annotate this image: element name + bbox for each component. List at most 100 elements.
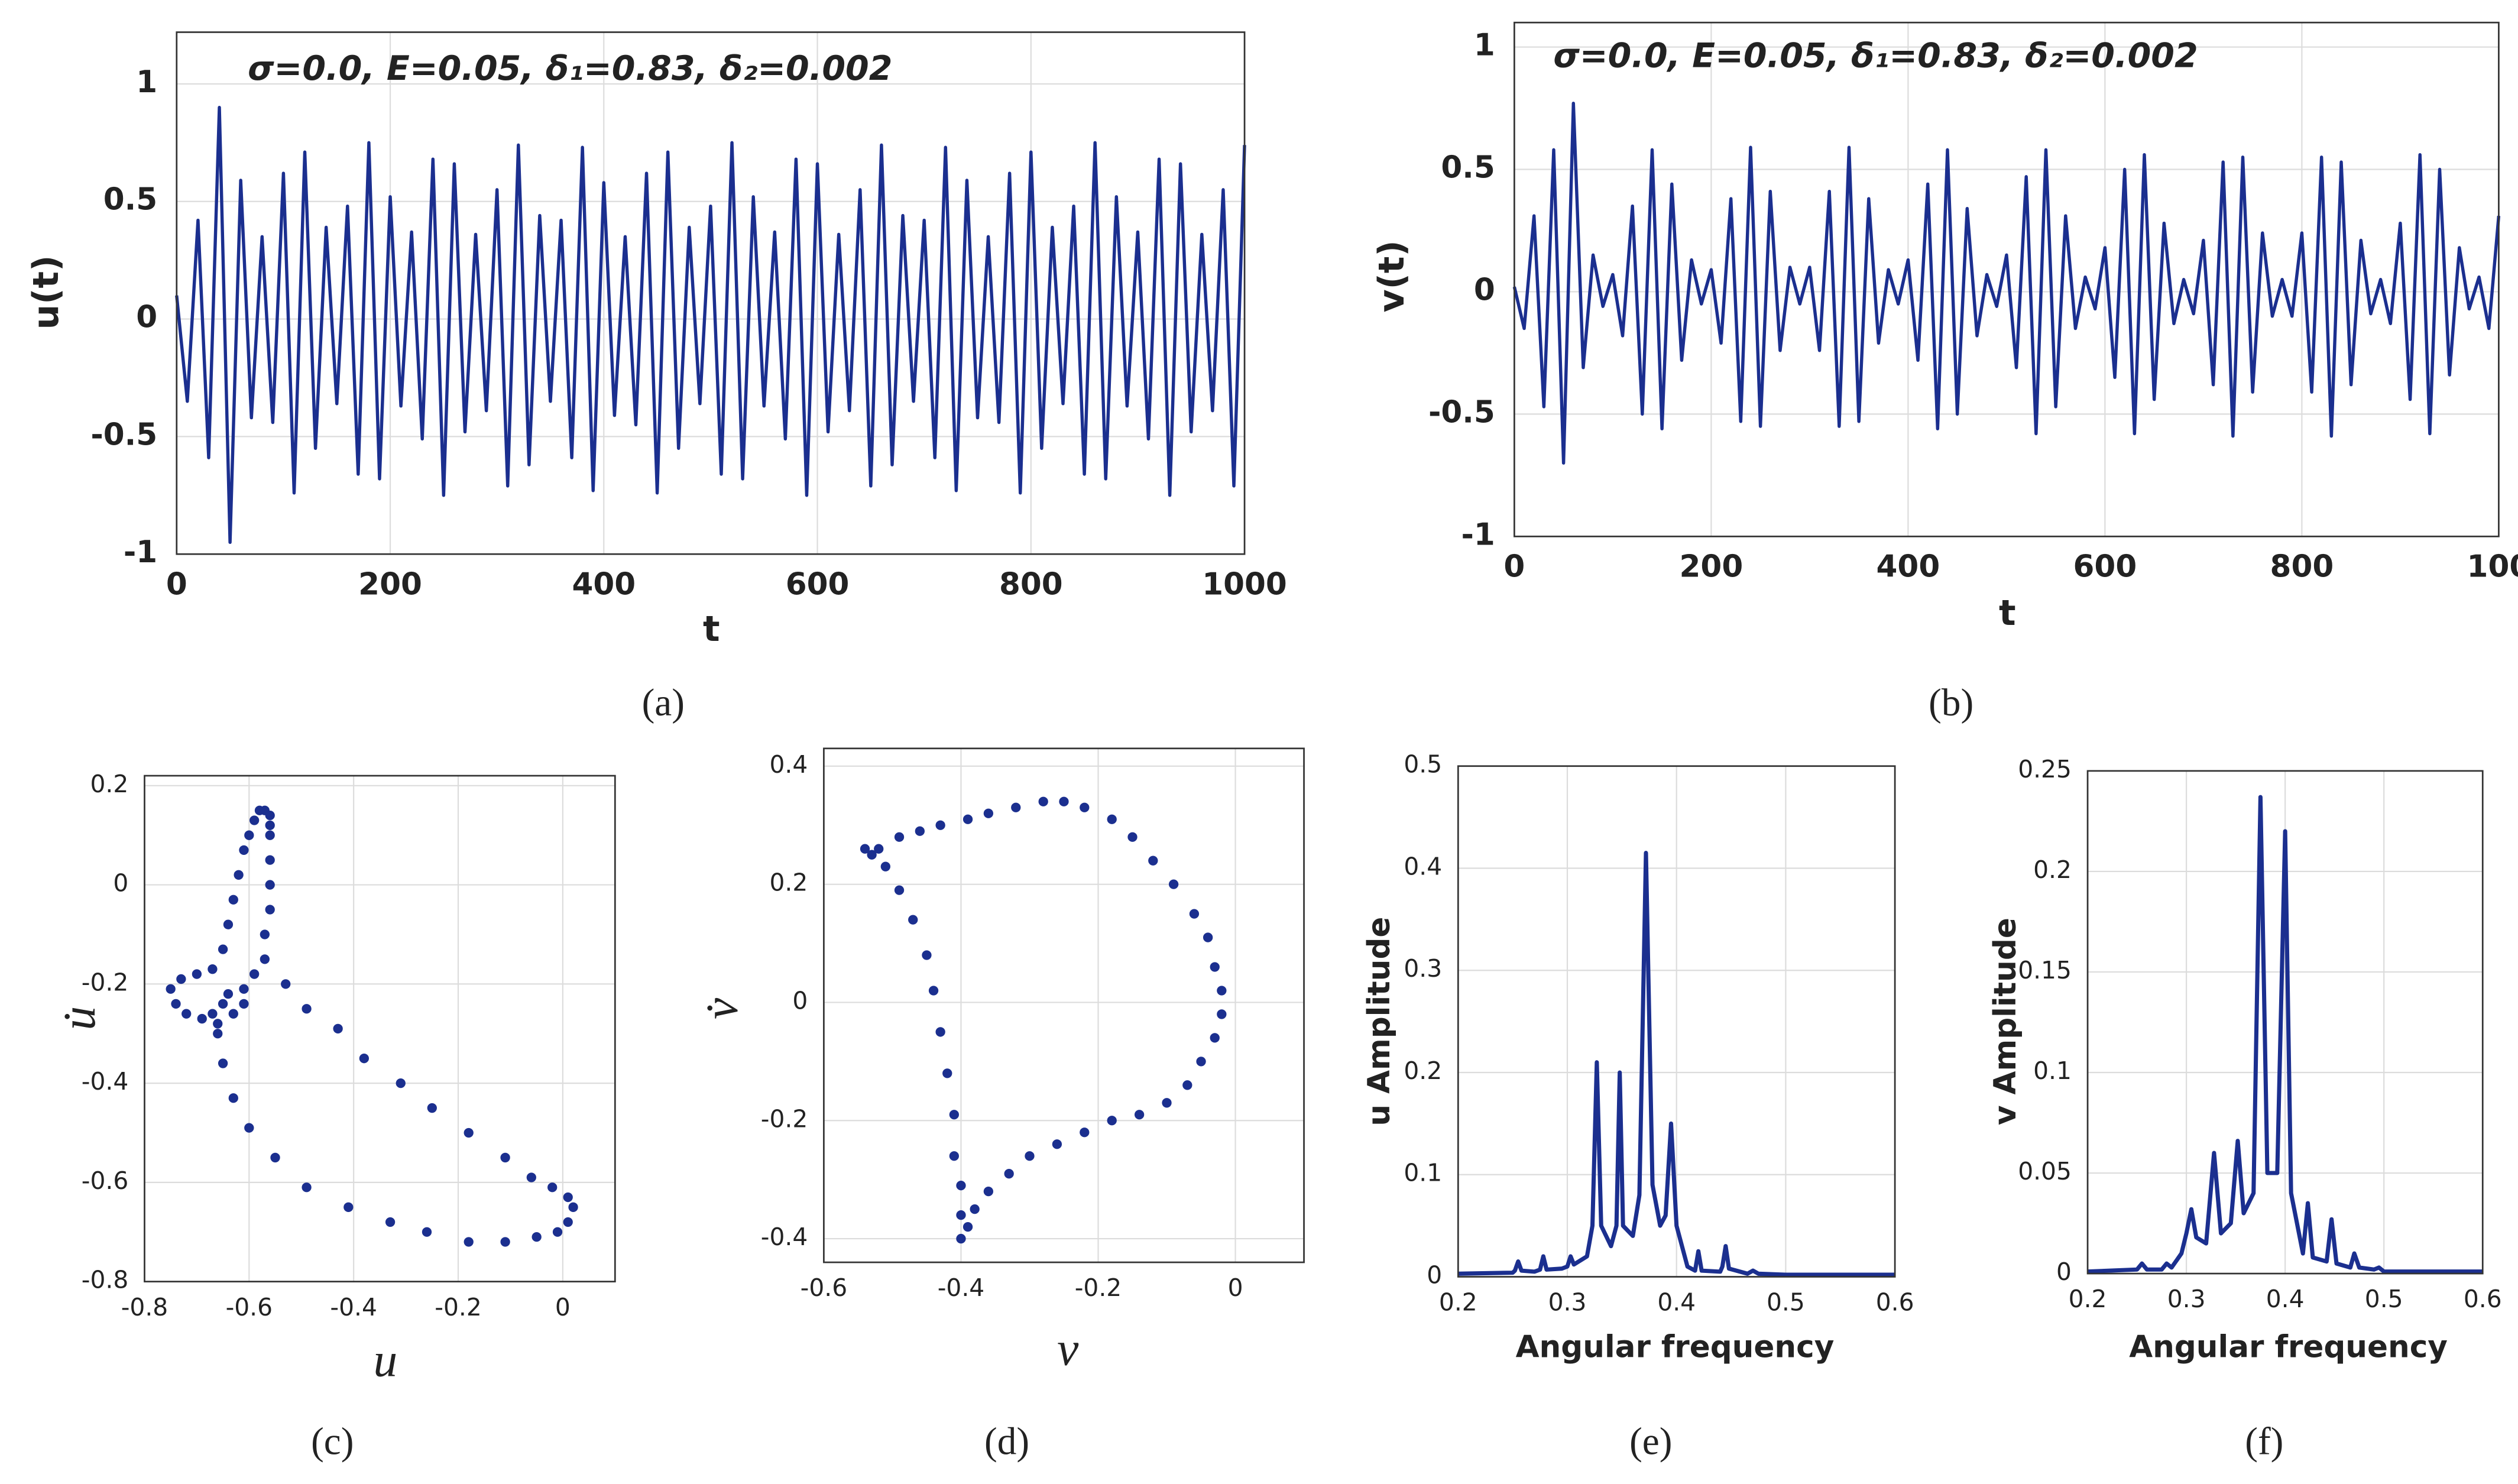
x-tick-label: 0: [555, 1293, 571, 1321]
y-axis-label: v(t): [1372, 240, 1412, 312]
data-point: [956, 1233, 966, 1244]
data-point: [983, 808, 994, 818]
data-point: [1004, 1169, 1014, 1179]
data-point: [1107, 814, 1117, 824]
data-point: [552, 1227, 563, 1237]
x-tick-label: 0.6: [2464, 1285, 2502, 1313]
data-point: [1059, 796, 1069, 806]
data-point: [234, 870, 244, 880]
data-point: [915, 826, 925, 836]
y-tick-label: -0.2: [82, 968, 128, 996]
plot-frame: [176, 31, 1246, 555]
y-tick-label: -1: [124, 534, 157, 570]
annotation: σ=0.0, E=0.05, δ₁=0.83, δ₂=0.002: [248, 49, 892, 88]
x-tick-label: 800: [999, 567, 1063, 602]
panel-label: (f): [2245, 1421, 2283, 1463]
data-point: [228, 1093, 238, 1103]
data-point: [922, 950, 932, 960]
data-point: [281, 979, 291, 989]
data-point: [1025, 1151, 1035, 1161]
data-point: [265, 830, 275, 840]
x-tick-label: -0.2: [1075, 1274, 1122, 1302]
data-point: [464, 1237, 474, 1247]
data-point: [547, 1182, 558, 1193]
y-tick-label: 0.4: [769, 750, 808, 779]
data-point: [928, 986, 939, 996]
data-point: [249, 969, 260, 979]
data-point: [239, 845, 249, 856]
x-tick-label: 0: [1503, 549, 1525, 585]
panel: -0.6 -0.4 -0.2 0 -0.4 -0.2 0 0.2 0.4 v v̇ (d): [693, 747, 1305, 1463]
data-point: [867, 850, 877, 860]
data-point: [249, 815, 260, 825]
y-tick-label: 0: [792, 986, 808, 1015]
y-tick-label: -0.2: [761, 1104, 808, 1133]
data-point: [228, 895, 238, 905]
data-point: [956, 1210, 966, 1220]
data-point: [894, 832, 905, 842]
x-tick-label: 400: [572, 567, 636, 602]
x-axis-label: t: [1999, 593, 2016, 634]
y-tick-label: 0.5: [1404, 750, 1442, 779]
plot-area: [1514, 22, 2499, 537]
data-point: [563, 1192, 573, 1203]
y-axis-label: v Amplitude: [1988, 918, 2023, 1125]
data-point: [422, 1227, 432, 1237]
data-point: [265, 905, 275, 915]
data-point: [244, 830, 254, 840]
data-point: [1011, 802, 1021, 812]
y-tick-label: 0.05: [2018, 1157, 2072, 1185]
panel: 0.2 0.3 0.4 0.5 0.6 0 0.1 0.2 0.3 0.4 0.5 Angular f…: [1362, 750, 1914, 1463]
x-axis-label: u: [374, 1333, 398, 1387]
data-point: [970, 1204, 980, 1214]
y-tick-label: 0.25: [2018, 755, 2072, 783]
plot-frame: [2086, 770, 2484, 1275]
data-point: [1107, 1116, 1117, 1126]
data-point: [223, 919, 234, 929]
data-point: [192, 969, 202, 979]
panel: -0.8 -0.6 -0.4 -0.2 0 -0.8 -0.6 -0.4 -0.2 0 0.2 u u̇…: [51, 770, 616, 1463]
y-tick-label: 0.4: [1404, 852, 1442, 880]
data-point: [218, 944, 228, 954]
y-tick-label: 0.5: [1441, 150, 1495, 185]
x-tick-label: -0.4: [330, 1293, 377, 1321]
x-tick-label: 200: [358, 567, 422, 602]
data-point: [333, 1023, 343, 1033]
data-point: [949, 1151, 959, 1161]
x-tick-label: -0.6: [801, 1274, 847, 1302]
data-point: [223, 989, 234, 999]
x-axis-label: t: [703, 609, 720, 650]
x-axis-label: v: [1057, 1322, 1079, 1376]
data-point: [563, 1217, 573, 1227]
y-tick-label: 0.2: [2033, 856, 2072, 884]
data-point: [500, 1237, 510, 1247]
y-tick-label: 0.2: [1404, 1057, 1442, 1085]
plot-frame: [823, 747, 1305, 1263]
panel: 0 200 400 600 800 100 -1 -0.5 0 0.5 1 σ=0.0, E=0.05…: [1372, 21, 2518, 724]
data-point: [385, 1217, 396, 1227]
y-tick-label: -0.8: [82, 1266, 128, 1294]
data-point: [239, 984, 249, 994]
y-tick-label: 0: [113, 869, 128, 897]
data-point: [302, 1004, 312, 1014]
panel-label: (c): [311, 1421, 354, 1463]
data-point: [213, 1019, 223, 1029]
panel-label: (a): [642, 682, 685, 724]
y-tick-label: 0: [136, 300, 157, 335]
x-tick-label: 800: [2270, 549, 2334, 585]
data-point: [526, 1172, 536, 1182]
y-tick-label: 0: [1427, 1261, 1442, 1289]
data-point: [500, 1152, 510, 1163]
data-point: [265, 855, 275, 865]
panel-label: (d): [984, 1421, 1029, 1463]
data-point: [1127, 832, 1138, 842]
x-tick-label: 100: [2467, 549, 2518, 585]
data-point: [1210, 1033, 1220, 1043]
data-point: [197, 1013, 207, 1024]
data-point: [265, 880, 275, 890]
x-axis-label: Angular frequency: [1516, 1330, 1835, 1365]
y-tick-label: -0.6: [82, 1167, 128, 1195]
data-point: [1196, 1057, 1206, 1067]
y-tick-label: 0: [1474, 272, 1495, 307]
data-point: [260, 954, 270, 964]
